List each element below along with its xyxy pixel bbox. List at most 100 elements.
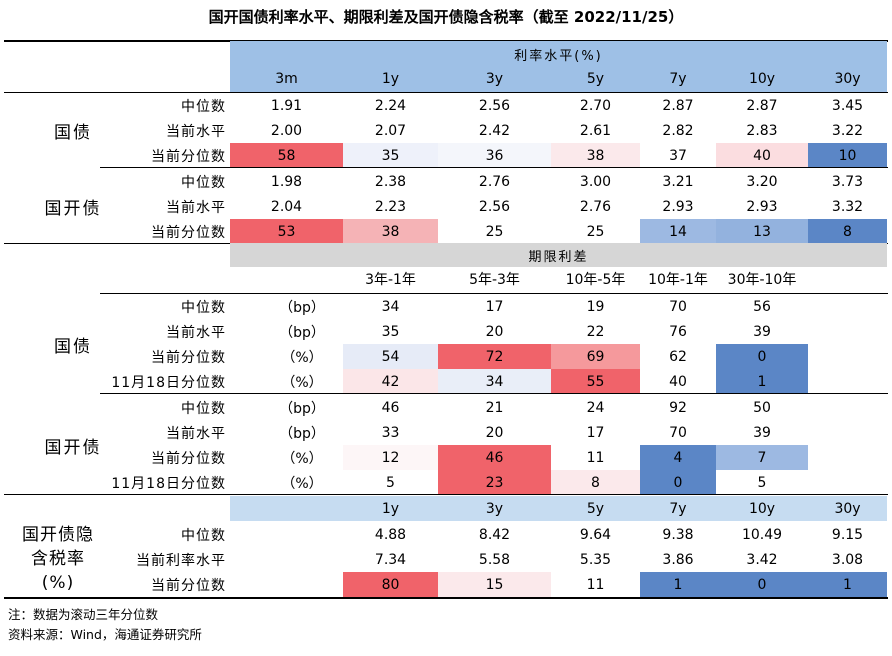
section1-row-label: 中位数 [181,174,226,191]
section1-cell: 2.42 [478,122,511,139]
section1-cell: 53 [230,219,343,244]
section2-cell: 34 [438,369,551,394]
section2-row-label: 当前分位数 [151,349,226,366]
section2-row-label: 中位数 [181,299,226,316]
section2-cell: 19 [586,298,605,315]
section3-cell: 11 [551,572,640,597]
section2-col: 3年-1年 [365,272,416,288]
section2-cell: 34 [381,298,400,315]
rule-line [100,393,888,394]
section3-cell: 1 [808,572,887,597]
section1-cell: 2.56 [478,97,511,114]
section2-cell: 39 [753,323,771,340]
section2-row-unit: （bp） [279,299,325,316]
rule-line [4,92,888,93]
section1-cell: 2.87 [662,97,694,114]
section1-col-7y: 7y [669,71,687,87]
section3-col: 5y [586,500,605,517]
section1-cell: 2.56 [478,198,511,215]
section2-cell: 8 [551,470,640,495]
section1-col-5y: 5y [586,71,605,87]
section3-cell: 9.38 [662,526,694,543]
source-note: 资料来源：Wind，海通证券研究所 [8,627,202,642]
section2-cell: 72 [438,344,551,369]
section1-cell: 2.87 [746,97,778,114]
section3-cell: 0 [716,572,808,597]
section2-cell: 46 [438,445,551,470]
section2-row-unit: （bp） [279,425,325,442]
section1-cell: 2.07 [374,122,407,139]
section1-cell: 8 [808,219,887,244]
section2-group-1: 国开债 [44,437,102,458]
section1-cell: 2.00 [270,122,303,139]
section2-cell: 92 [669,399,687,416]
page-title: 国开国债利率水平、期限利差及国开债隐含税率（截至 2022/11/25） [208,8,684,26]
section1-cell: 38 [551,143,640,168]
section1-cell: 14 [640,219,716,244]
section1-cell: 3.32 [831,198,864,215]
section3-col: 3y [485,500,504,517]
section1-row-label: 当前分位数 [151,224,226,241]
section2-cell: 35 [381,323,400,340]
section2-group-0: 国债 [54,336,92,357]
section1-cell: 2.93 [662,198,694,215]
section1-cell: 2.04 [270,198,303,215]
section2-row-label: 当前水平 [166,324,226,341]
section1-cell: 25 [551,219,640,244]
section2-row-label: 当前分位数 [151,450,226,467]
section3-cell: 3.08 [831,551,864,568]
section2-cell: 12 [343,445,438,470]
section2-row-unit: （%） [281,475,323,492]
section1-cell: 3.21 [662,173,694,190]
section1-cell: 1.91 [270,97,303,114]
section1-cell: 2.70 [579,97,612,114]
section1-cell: 13 [716,219,808,244]
section2-cell: 69 [551,344,640,369]
section3-cell: 80 [343,572,438,597]
section3-group: 国开债隐 含税率 (%) [8,523,108,595]
section2-row-unit: （%） [281,374,323,391]
section3-cell: 7.34 [374,551,407,568]
section1-group-1: 国开债 [44,199,102,219]
section2-cell: 23 [438,470,551,495]
section3-group-line: (%) [41,573,75,593]
section2-col: 10年-1年 [648,272,708,288]
section2-cell: 70 [669,298,687,315]
section2-cell: 17 [485,298,504,315]
section3-cell: 5.58 [478,551,511,568]
section2-cell: 21 [485,399,504,416]
section3-cell: 3.86 [662,551,694,568]
section1-cell: 3.20 [746,173,778,190]
section1-cell: 58 [230,143,343,168]
section2-cell: 56 [753,298,771,315]
section1-cell: 40 [716,143,808,168]
section1-cell: 10 [808,143,887,168]
section2-cell: 62 [640,344,716,369]
section3-cell: 1 [640,572,716,597]
section1-cell: 3.00 [579,173,612,190]
section2-row-label: 11月18日分位数 [111,475,226,492]
section3-row-label: 中位数 [181,527,226,544]
section2-header-band [230,243,887,267]
section3-cell: 9.15 [831,526,864,543]
section1-header: 利率水平(%) [514,48,603,64]
section2-row-label: 中位数 [181,400,226,417]
section3-cell: 15 [438,572,551,597]
rule-line [100,167,888,168]
rule-line [4,597,888,599]
section3-cell: 10.49 [741,526,783,543]
section1-cell: 3.22 [831,122,864,139]
section3-cell: 9.64 [579,526,612,543]
section1-col-3m: 3m [275,71,298,87]
section1-row-label: 当前水平 [166,123,226,140]
section1-cell: 2.76 [579,198,612,215]
section2-cell: 54 [343,344,438,369]
section2-cell: 0 [640,470,716,495]
section3-cell: 8.42 [478,526,511,543]
section2-header: 期限利差 [528,249,589,265]
section2-cell: 17 [586,424,605,441]
section2-row-label: 11月18日分位数 [111,374,226,391]
section1-header-band [230,41,887,92]
section2-cell: 24 [586,399,605,416]
section2-row-unit: （bp） [279,400,325,417]
